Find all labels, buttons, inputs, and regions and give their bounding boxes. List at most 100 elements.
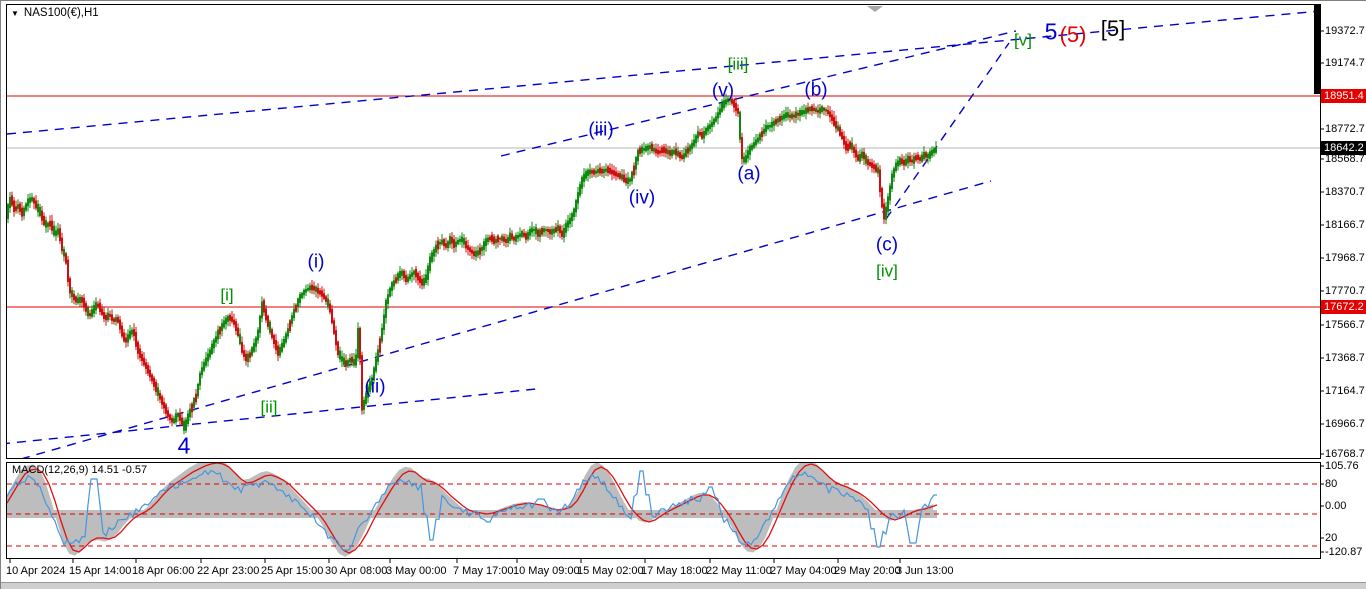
candle-body [821, 106, 823, 113]
wave-label-iii[interactable]: [iii] [727, 54, 749, 74]
candle-body [161, 396, 163, 405]
candle-body [359, 327, 361, 360]
candle-body [671, 149, 673, 156]
time-label: 29 May 20:00 [834, 565, 901, 577]
candle-body [309, 285, 311, 291]
candle-body [193, 398, 195, 408]
candle-body [653, 147, 655, 152]
candle-body [471, 249, 473, 254]
macd-layer [7, 463, 1320, 557]
candle-body [27, 198, 29, 207]
candle-body [455, 241, 457, 248]
candle-body [621, 174, 623, 180]
trendline-5[interactable] [1, 388, 537, 445]
candle-body [195, 393, 197, 403]
wave-label-iv[interactable]: [iv] [876, 261, 898, 281]
wave-label-i[interactable]: (i) [307, 251, 325, 273]
candle-body [421, 278, 423, 286]
wave-label-5[interactable]: (5) [1059, 22, 1087, 47]
candle-body [153, 377, 155, 387]
wave-label-ii[interactable]: (ii) [364, 376, 386, 398]
trendline-3[interactable] [885, 42, 1010, 220]
candle-body [377, 349, 379, 362]
candle-body [299, 294, 301, 303]
candle-body [215, 336, 217, 343]
candle-body [583, 173, 585, 182]
candle-body [529, 228, 531, 236]
candle-body [449, 236, 451, 245]
candle-body [433, 249, 435, 257]
main-chart-layer [1, 10, 1320, 459]
macd-tick-label: 80 [1325, 478, 1338, 490]
candle-body [485, 238, 487, 247]
candle-body [535, 227, 537, 235]
candle-body [155, 381, 157, 392]
candle-body [521, 230, 523, 237]
candle-body [895, 162, 897, 172]
candle-body [757, 137, 759, 143]
candle-body [375, 358, 377, 372]
candle-body [889, 185, 891, 201]
wave-label-i[interactable]: [i] [220, 285, 234, 305]
candle-body [383, 314, 385, 330]
wave-label-5[interactable]: 5 [1044, 18, 1058, 45]
candle-body [873, 164, 875, 170]
candle-body [463, 238, 465, 245]
candle-body [839, 126, 841, 136]
candle-body [371, 377, 373, 386]
candle-body [759, 133, 761, 141]
candle-body [131, 329, 133, 335]
candle-body [833, 116, 835, 126]
candle-body [341, 356, 343, 362]
candle-body [13, 200, 15, 212]
wave-label-v[interactable]: [v] [1014, 30, 1032, 50]
trendline-1[interactable] [7, 10, 1320, 135]
candle-body [407, 276, 409, 282]
candle-body [813, 107, 815, 111]
wave-label-b[interactable]: (b) [804, 79, 828, 101]
candle-body [853, 146, 855, 153]
time-label: 7 May 17:00 [453, 565, 514, 577]
candle-body [327, 298, 329, 308]
candle-body [701, 132, 703, 139]
candle-body [907, 155, 909, 164]
main-panel-border [6, 4, 1321, 459]
candle-body [859, 153, 861, 162]
candle-body [677, 150, 679, 157]
candle-body [893, 168, 895, 178]
level-price-badge: 17672.2 [1321, 300, 1366, 314]
candle-body [51, 220, 53, 231]
candle-body [93, 305, 95, 314]
candle-body [509, 232, 511, 241]
candle-body [33, 197, 35, 204]
wave-label-c[interactable]: (c) [875, 234, 899, 256]
wave-label-ii[interactable]: [ii] [260, 397, 278, 417]
trendline-4[interactable] [21, 180, 992, 459]
candle-body [867, 159, 869, 166]
wave-label-iii[interactable]: (iii) [588, 119, 614, 141]
time-label: 22 May 11:00 [706, 565, 772, 577]
candle-body [123, 332, 125, 342]
candle-body [363, 399, 365, 410]
candle-body [805, 107, 807, 114]
wave-label-v[interactable]: (v) [711, 80, 735, 102]
trendline-2[interactable] [500, 30, 1017, 157]
time-label: 3 May 00:00 [386, 565, 447, 577]
candle-body [15, 206, 17, 211]
candle-body [773, 120, 775, 126]
wave-label-a[interactable]: (a) [737, 163, 761, 185]
wave-label-iv[interactable]: (iv) [628, 187, 656, 209]
candle-body [393, 280, 395, 287]
candle-body [683, 153, 685, 159]
candle-body [331, 308, 333, 324]
time-label: 25 Apr 15:00 [261, 565, 324, 577]
candle-body [737, 108, 739, 114]
candle-body [901, 158, 903, 164]
candle-body [857, 154, 859, 161]
candle-body [253, 342, 255, 352]
wave-label-5[interactable]: [5] [1100, 16, 1126, 41]
wave-label-4[interactable]: 4 [177, 432, 191, 459]
chart-shift-icon[interactable] [867, 6, 883, 12]
candle-body [413, 270, 415, 275]
collapse-icon[interactable]: ▼ [11, 8, 19, 18]
